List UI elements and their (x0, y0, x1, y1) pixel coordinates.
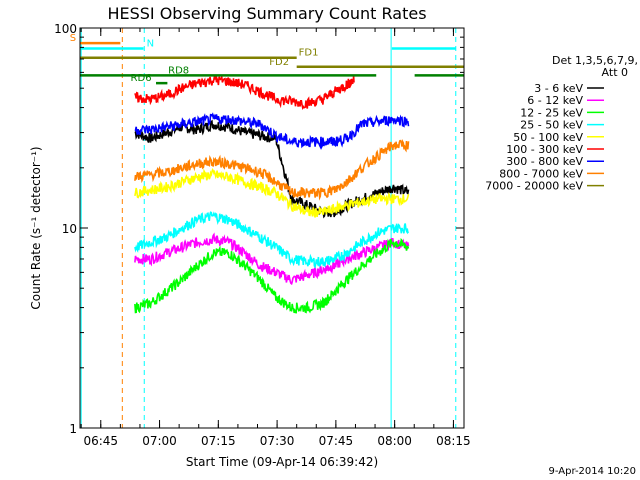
y-tick-label-1: 10 (62, 222, 77, 236)
x-tick-label-4: 07:45 (319, 434, 354, 448)
flag-label-fd1: FD1 (299, 48, 319, 59)
y-axis-ticks: 100 10 1 (54, 22, 464, 436)
vertical-markers (80, 28, 457, 428)
x-tick-label-3: 07:30 (260, 434, 295, 448)
series-line-5 (134, 75, 355, 111)
x-tick-label-5: 08:00 (377, 434, 412, 448)
legend-label-3: 25 - 50 keV (520, 119, 583, 132)
series-line-3 (134, 211, 410, 269)
x-tick-label-0: 06:45 (83, 434, 118, 448)
y-tick-label-2: 1 (69, 422, 77, 436)
legend-label-7: 800 - 7000 keV (499, 167, 583, 180)
legend-label-1: 6 - 12 keV (527, 94, 583, 107)
x-tick-label-1: 07:00 (142, 434, 177, 448)
legend-label-4: 50 - 100 keV (513, 131, 583, 144)
y-axis-label: Count Rate (s⁻¹ detector⁻¹) (29, 146, 43, 309)
legend-header-line-2: Att 0 (602, 66, 628, 79)
legend-header-line-1: Det 1,3,5,6,7,9, (552, 54, 638, 67)
flags-layer: S N FD1 FD2 RD8 RD6 (70, 33, 464, 85)
x-axis-label: Start Time (09-Apr-14 06:39:42) (186, 455, 378, 469)
y-tick-label-0: 100 (54, 22, 77, 36)
x-tick-label-2: 07:15 (201, 434, 236, 448)
series-line-7 (134, 138, 410, 201)
flag-label-rd8: RD8 (168, 65, 189, 76)
flag-label-fd2: FD2 (269, 57, 289, 68)
series-line-2 (134, 238, 410, 314)
footer-timestamp: 9-Apr-2014 10:20 (549, 466, 636, 477)
chart-title: HESSI Observing Summary Count Rates (107, 4, 426, 23)
legend-label-8: 7000 - 20000 keV (485, 180, 583, 193)
series-line-1 (134, 232, 410, 286)
series-layer (134, 75, 410, 314)
legend-label-2: 12 - 25 keV (520, 106, 583, 119)
flag-label-s: S (70, 33, 76, 44)
flag-label-n: N (147, 38, 154, 49)
series-line-6 (134, 112, 410, 151)
series-line-4 (134, 167, 410, 218)
legend-label-0: 3 - 6 keV (534, 82, 583, 95)
flag-label-rd6: RD6 (131, 73, 152, 84)
legend-label-5: 100 - 300 keV (506, 143, 583, 156)
legend-label-6: 300 - 800 keV (506, 155, 583, 168)
x-axis-ticks: 06:45 07:00 07:15 07:30 07:45 08:00 08:15 (80, 28, 471, 448)
x-tick-label-6: 08:15 (436, 434, 471, 448)
